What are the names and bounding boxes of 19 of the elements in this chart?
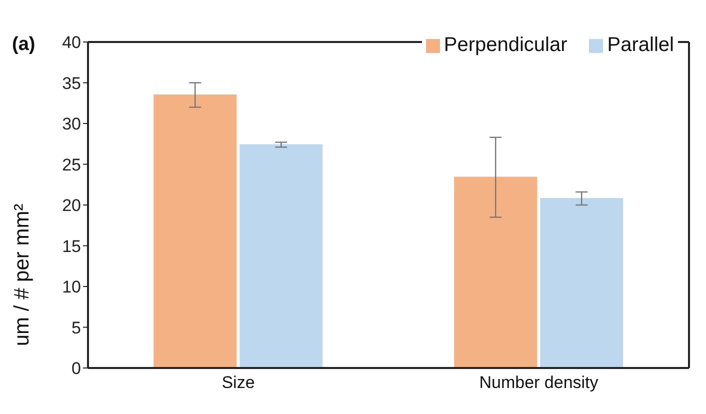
x-tick-label: Number density [479,373,599,392]
bar [454,176,538,368]
y-tick-label: 15 [62,236,81,256]
x-tick-label: Size [222,373,255,392]
y-tick-label: 20 [62,196,81,216]
y-tick-label: 35 [62,74,81,93]
y-tick-label: 40 [62,33,81,52]
y-axis-title: um / # per mm² [10,204,34,346]
bar [540,198,624,368]
y-tick-label: 30 [62,114,81,134]
bar [240,144,323,368]
y-tick-label: 0 [72,359,81,378]
legend-label: Parallel [607,34,674,57]
text: (a) [12,34,36,56]
y-tick-label: 10 [62,278,81,297]
y-tick-label: 25 [62,155,81,174]
y-tick-label: 5 [72,318,81,338]
bar [154,94,237,368]
legend-label: Perpendicular [444,34,568,57]
